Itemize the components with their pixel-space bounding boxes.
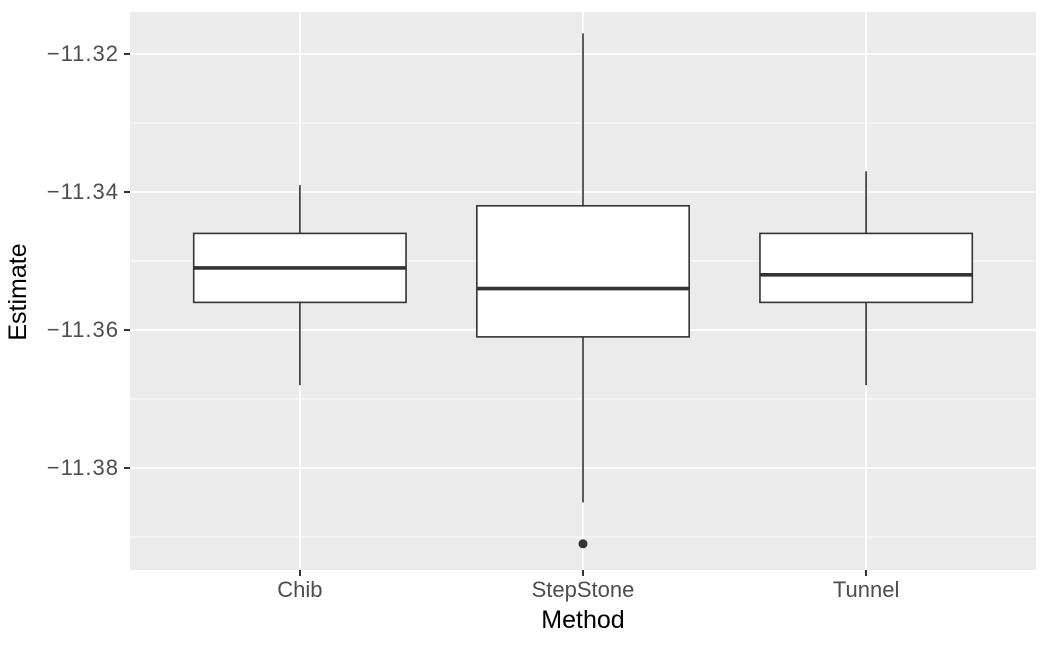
x-tick-mark	[582, 570, 584, 576]
outlier-point	[578, 539, 588, 549]
x-tick-label-chib: Chib	[277, 577, 323, 602]
y-tick-mark	[124, 53, 130, 56]
y-tick-label: −11.34	[46, 179, 119, 205]
y-tick-label: −11.36	[46, 316, 119, 342]
boxplot-canvas	[130, 12, 1036, 570]
y-tick-mark	[124, 328, 130, 331]
x-axis-title: Method	[541, 606, 625, 634]
x-tick-label-tunnel: Tunnel	[832, 577, 900, 602]
y-tick-label: −11.32	[46, 41, 119, 67]
plot-panel	[130, 12, 1036, 570]
x-tick-mark	[298, 570, 301, 576]
box-stepstone	[476, 205, 690, 338]
y-axis-title: Estimate	[4, 243, 32, 341]
y-tick-mark	[124, 466, 130, 469]
y-tick-label: −11.38	[46, 454, 119, 480]
x-tick-mark	[865, 570, 868, 576]
y-tick-mark	[124, 191, 130, 194]
box-tunnel	[759, 232, 974, 304]
x-tick-label-stepstone: StepStone	[531, 577, 635, 602]
